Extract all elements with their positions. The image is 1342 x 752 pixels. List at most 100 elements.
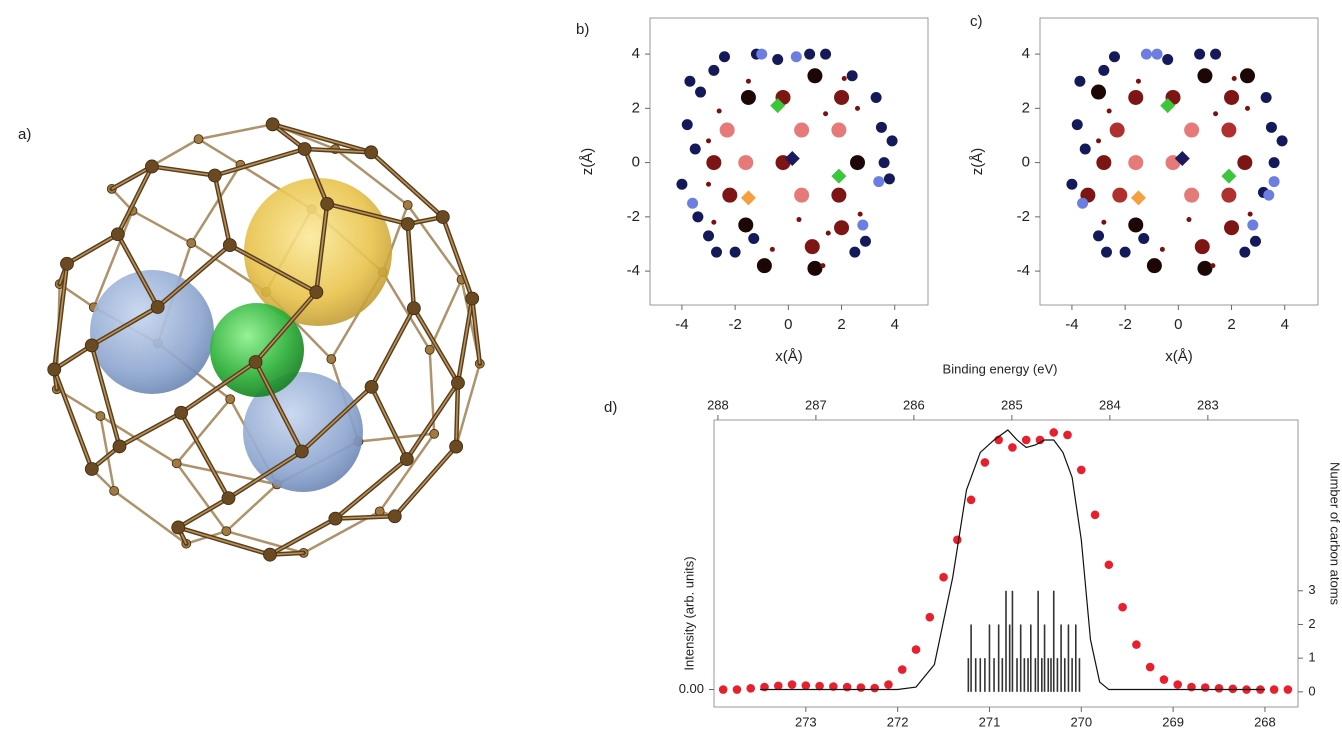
cage-atom xyxy=(145,160,158,173)
cage-atom xyxy=(60,257,73,270)
x-tick-label: 2 xyxy=(837,316,845,333)
diamond-point xyxy=(741,190,756,205)
cage-atom xyxy=(48,363,61,376)
data-point xyxy=(1132,640,1141,649)
cage-bond xyxy=(383,272,430,350)
scatter-point xyxy=(805,239,820,254)
scatter-point xyxy=(741,90,756,105)
scatter-point xyxy=(796,217,801,222)
cage-atom xyxy=(365,380,378,393)
cage-atom xyxy=(298,142,311,155)
scatter-point xyxy=(1263,190,1274,201)
cage-bond xyxy=(226,484,277,531)
scatter-point xyxy=(1074,76,1085,87)
cage-atom xyxy=(187,239,196,248)
scatter-point xyxy=(1077,198,1088,209)
data-point xyxy=(1049,428,1058,437)
scatter-point xyxy=(1194,49,1205,60)
y2-tick-label: 1 xyxy=(1308,650,1315,665)
scatter-point xyxy=(1266,122,1277,133)
cage-bond-highlight xyxy=(67,234,118,263)
cage-bond-highlight xyxy=(414,308,458,383)
data-point xyxy=(1008,443,1017,452)
scatter-point xyxy=(855,106,860,111)
scatter-point xyxy=(1224,220,1239,235)
scatter-point xyxy=(1221,123,1236,138)
data-point xyxy=(1173,680,1182,689)
scatter-point xyxy=(820,263,825,268)
page: a) -4-2024-4-2024x(Å)z(Å)b)-4-2024-4-202… xyxy=(0,0,1342,747)
scatter-point xyxy=(1128,217,1143,232)
scatter-point xyxy=(706,155,721,170)
scatter-point xyxy=(1160,247,1165,252)
x2-tick-label: 286 xyxy=(903,397,925,412)
data-point xyxy=(746,684,755,693)
cage-atom xyxy=(208,169,221,182)
cage-atom xyxy=(403,200,412,209)
x-tick-label: 2 xyxy=(1227,316,1235,333)
scatter-point xyxy=(1138,233,1149,244)
scatter-point xyxy=(807,68,822,83)
scatter-point xyxy=(847,70,858,81)
data-point xyxy=(1284,685,1293,694)
cage-atom xyxy=(226,395,235,404)
scatter-point xyxy=(748,233,759,244)
y-tick-label: -2 xyxy=(1017,208,1030,225)
y2-tick-label: 0 xyxy=(1308,683,1315,698)
y-tick-label: 2 xyxy=(1022,99,1030,116)
cage-atom xyxy=(400,453,413,466)
scatter-point xyxy=(717,109,722,114)
cage-atom xyxy=(151,300,164,313)
scatter-point xyxy=(730,247,741,258)
scatter-point xyxy=(871,92,882,103)
scatter-point xyxy=(794,188,809,203)
scatter-point xyxy=(692,211,703,222)
cage-atom xyxy=(450,440,463,453)
cage-atom xyxy=(430,429,439,438)
scatter-point xyxy=(676,179,687,190)
cage-atom xyxy=(295,445,308,458)
cage-atom xyxy=(388,510,401,523)
cage-bond xyxy=(114,491,186,544)
scatter-point xyxy=(1091,85,1106,100)
x-tick-label: 0 xyxy=(784,316,792,333)
scatter-point xyxy=(842,76,847,81)
data-point xyxy=(1229,684,1238,693)
scatter-point xyxy=(1072,119,1083,130)
cage-atom xyxy=(85,339,98,352)
data-point xyxy=(774,681,783,690)
scatter-point xyxy=(1232,76,1237,81)
scatter-point xyxy=(831,188,846,203)
scatter-point xyxy=(711,220,716,225)
scatter-point xyxy=(1195,239,1210,254)
data-point xyxy=(898,665,907,674)
data-point xyxy=(967,496,976,505)
scatter-point xyxy=(1096,138,1101,143)
scatter-point xyxy=(722,188,737,203)
cage-atom xyxy=(172,521,185,534)
scatter-point xyxy=(857,219,868,230)
scatter-point xyxy=(756,49,767,60)
x-tick-label: -4 xyxy=(675,316,688,333)
data-point xyxy=(802,681,811,690)
x-tick-label: 268 xyxy=(1254,714,1276,729)
cage-atom xyxy=(110,486,119,495)
x2-tick-label: 283 xyxy=(1197,397,1219,412)
data-point xyxy=(1063,431,1072,440)
scatter-point xyxy=(711,247,722,258)
cage-bond-highlight xyxy=(372,308,414,387)
panel-label: c) xyxy=(970,13,983,30)
cage-atom xyxy=(175,406,188,419)
data-point xyxy=(1105,560,1114,569)
cage-atom xyxy=(194,135,203,144)
y-tick-label: -4 xyxy=(627,262,640,279)
cage-bond xyxy=(199,124,273,139)
scatter-point xyxy=(1210,263,1215,268)
data-point xyxy=(925,613,934,622)
cage-atom xyxy=(263,548,276,561)
x2-axis-label: Binding energy (eV) xyxy=(943,361,1058,376)
x-tick-label: 270 xyxy=(1070,714,1092,729)
scatter-point xyxy=(1250,236,1261,247)
scatter-point xyxy=(1184,188,1199,203)
scatter-point xyxy=(738,155,753,170)
